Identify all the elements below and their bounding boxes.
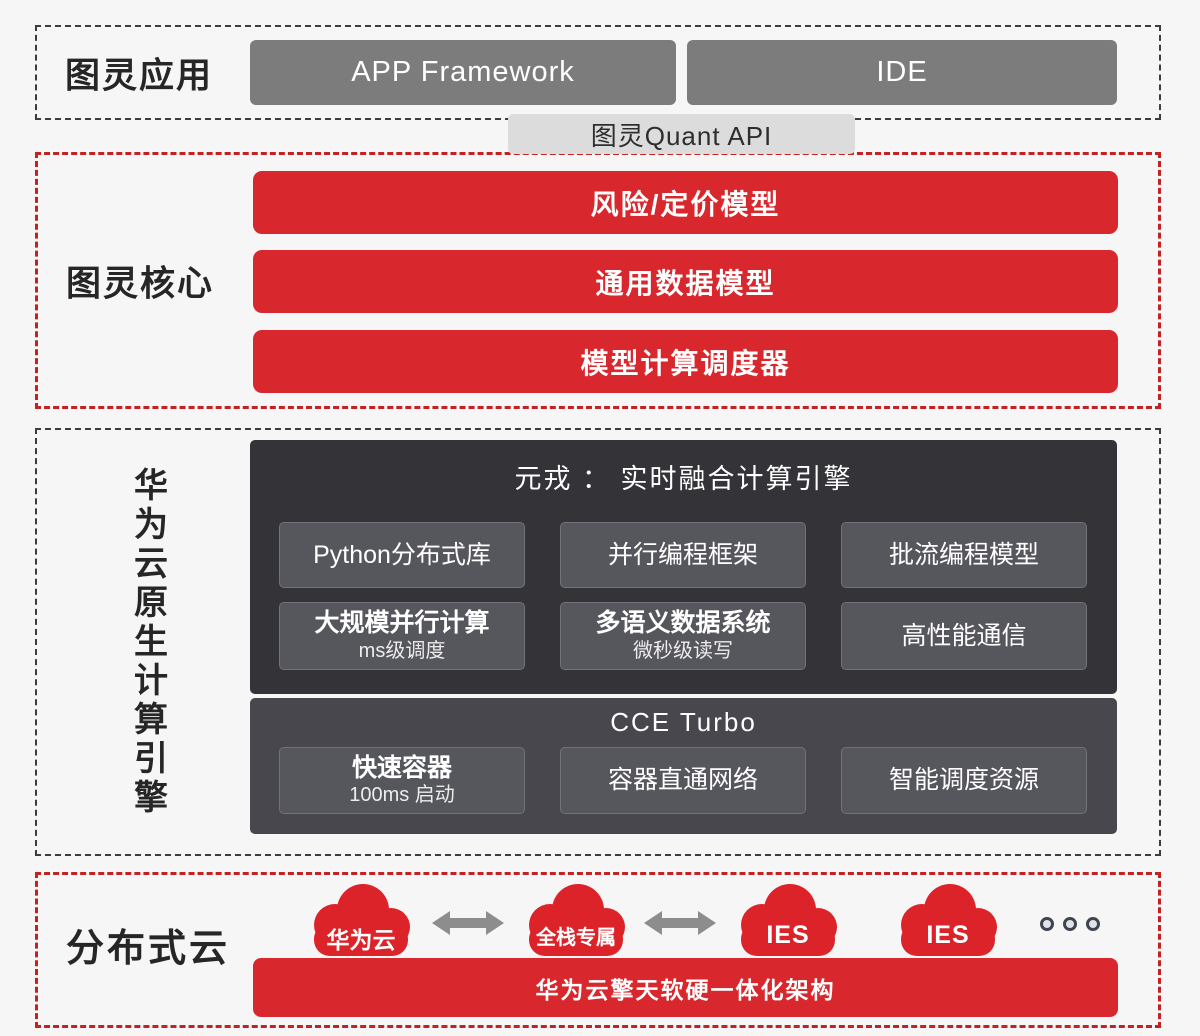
fast-container-box: 快速容器 100ms 启动 xyxy=(279,747,525,814)
cce-turbo-title: CCE Turbo xyxy=(610,707,757,737)
batch-stream-model-label: 批流编程模型 xyxy=(888,540,1039,569)
turing-app-section: 图灵应用 APP Framework IDE xyxy=(35,25,1161,120)
cce-turbo-block: CCE Turbo 快速容器 100ms 启动 容器直通网络 智能调度资源 xyxy=(250,698,1117,834)
distributed-cloud-label: 分布式云 xyxy=(66,928,231,970)
double-arrow-icon xyxy=(644,911,716,935)
double-arrow-icon xyxy=(432,911,504,935)
risk-pricing-model-bar: 风险/定价模型 xyxy=(253,171,1118,234)
container-passthrough-network-box: 容器直通网络 xyxy=(560,747,806,814)
ellipsis-dots-icon xyxy=(1040,917,1135,931)
large-scale-parallel-compute-title: 大规模并行计算 xyxy=(314,609,490,638)
full-stack-dedicated-node: 全栈专属 xyxy=(516,881,636,957)
cloud-icon xyxy=(741,884,837,956)
parallel-programming-framework-box: 并行编程框架 xyxy=(560,522,806,588)
qingtian-architecture-bar: 华为云擎天软硬一体化架构 xyxy=(253,958,1118,1017)
dot-icon xyxy=(1063,917,1077,931)
dot-icon xyxy=(1040,917,1054,931)
parallel-programming-framework-label: 并行编程框架 xyxy=(607,540,758,569)
full-stack-dedicated-node-label: 全栈专属 xyxy=(536,927,616,949)
python-distributed-lib-label: Python分布式库 xyxy=(313,540,491,569)
cloud-icon xyxy=(314,884,410,956)
turing-app-label: 图灵应用 xyxy=(65,56,214,95)
quant-api-badge: 图灵Quant API xyxy=(508,114,855,154)
container-passthrough-network-label: 容器直通网络 xyxy=(607,766,758,795)
yuanrong-block: 元戎 ： 实时融合计算引擎 Python分布式库 并行编程框架 批流编程模型 大… xyxy=(250,440,1117,694)
app-framework-box: APP Framework xyxy=(250,40,676,105)
ide-box: IDE xyxy=(687,40,1117,105)
smart-scheduling-resources-label: 智能调度资源 xyxy=(888,766,1039,795)
compute-engine-label: 华为云原生计算引擎 xyxy=(128,466,167,818)
ies-node-1-label: IES xyxy=(766,921,810,949)
python-distributed-lib-box: Python分布式库 xyxy=(279,522,525,588)
compute-engine-section: 华为云原生计算引擎 元戎 ： 实时融合计算引擎 Python分布式库 并行编程框… xyxy=(35,428,1161,856)
turing-core-section: 图灵核心 风险/定价模型 通用数据模型 模型计算调度器 xyxy=(35,152,1161,409)
multi-semantic-data-system-box: 多语义数据系统 微秒级读写 xyxy=(560,602,806,670)
model-compute-scheduler-bar: 模型计算调度器 xyxy=(253,330,1118,393)
huawei-cloud-node: 华为云 xyxy=(301,881,421,957)
high-performance-comm-label: 高性能通信 xyxy=(901,621,1027,650)
general-data-model-bar: 通用数据模型 xyxy=(253,250,1118,313)
large-scale-parallel-compute-box: 大规模并行计算 ms级调度 xyxy=(279,602,525,670)
yuanrong-title: 元戎 ： 实时融合计算引擎 xyxy=(514,464,853,494)
dot-icon xyxy=(1086,917,1100,931)
ies-node-2: IES xyxy=(888,881,1008,957)
multi-semantic-data-system-title: 多语义数据系统 xyxy=(595,609,771,638)
ms-scheduling-subtitle: ms级调度 xyxy=(358,639,446,662)
turing-core-label: 图灵核心 xyxy=(66,264,215,303)
cloud-icon xyxy=(529,884,625,956)
high-performance-comm-box: 高性能通信 xyxy=(841,602,1087,670)
distributed-cloud-section: 分布式云 华为云 全栈专属 xyxy=(35,872,1161,1028)
fast-container-subtitle: 100ms 启动 xyxy=(349,784,455,807)
ies-node-1: IES xyxy=(728,881,848,957)
ies-node-2-label: IES xyxy=(926,921,970,949)
microsecond-rw-subtitle: 微秒级读写 xyxy=(633,639,733,662)
smart-scheduling-resources-box: 智能调度资源 xyxy=(841,747,1087,814)
huawei-cloud-node-label: 华为云 xyxy=(326,927,396,953)
cloud-icon xyxy=(901,884,997,956)
compute-engine-label-wrap: 华为云原生计算引擎 xyxy=(115,430,181,854)
fast-container-title: 快速容器 xyxy=(351,753,452,782)
batch-stream-model-box: 批流编程模型 xyxy=(841,522,1087,588)
